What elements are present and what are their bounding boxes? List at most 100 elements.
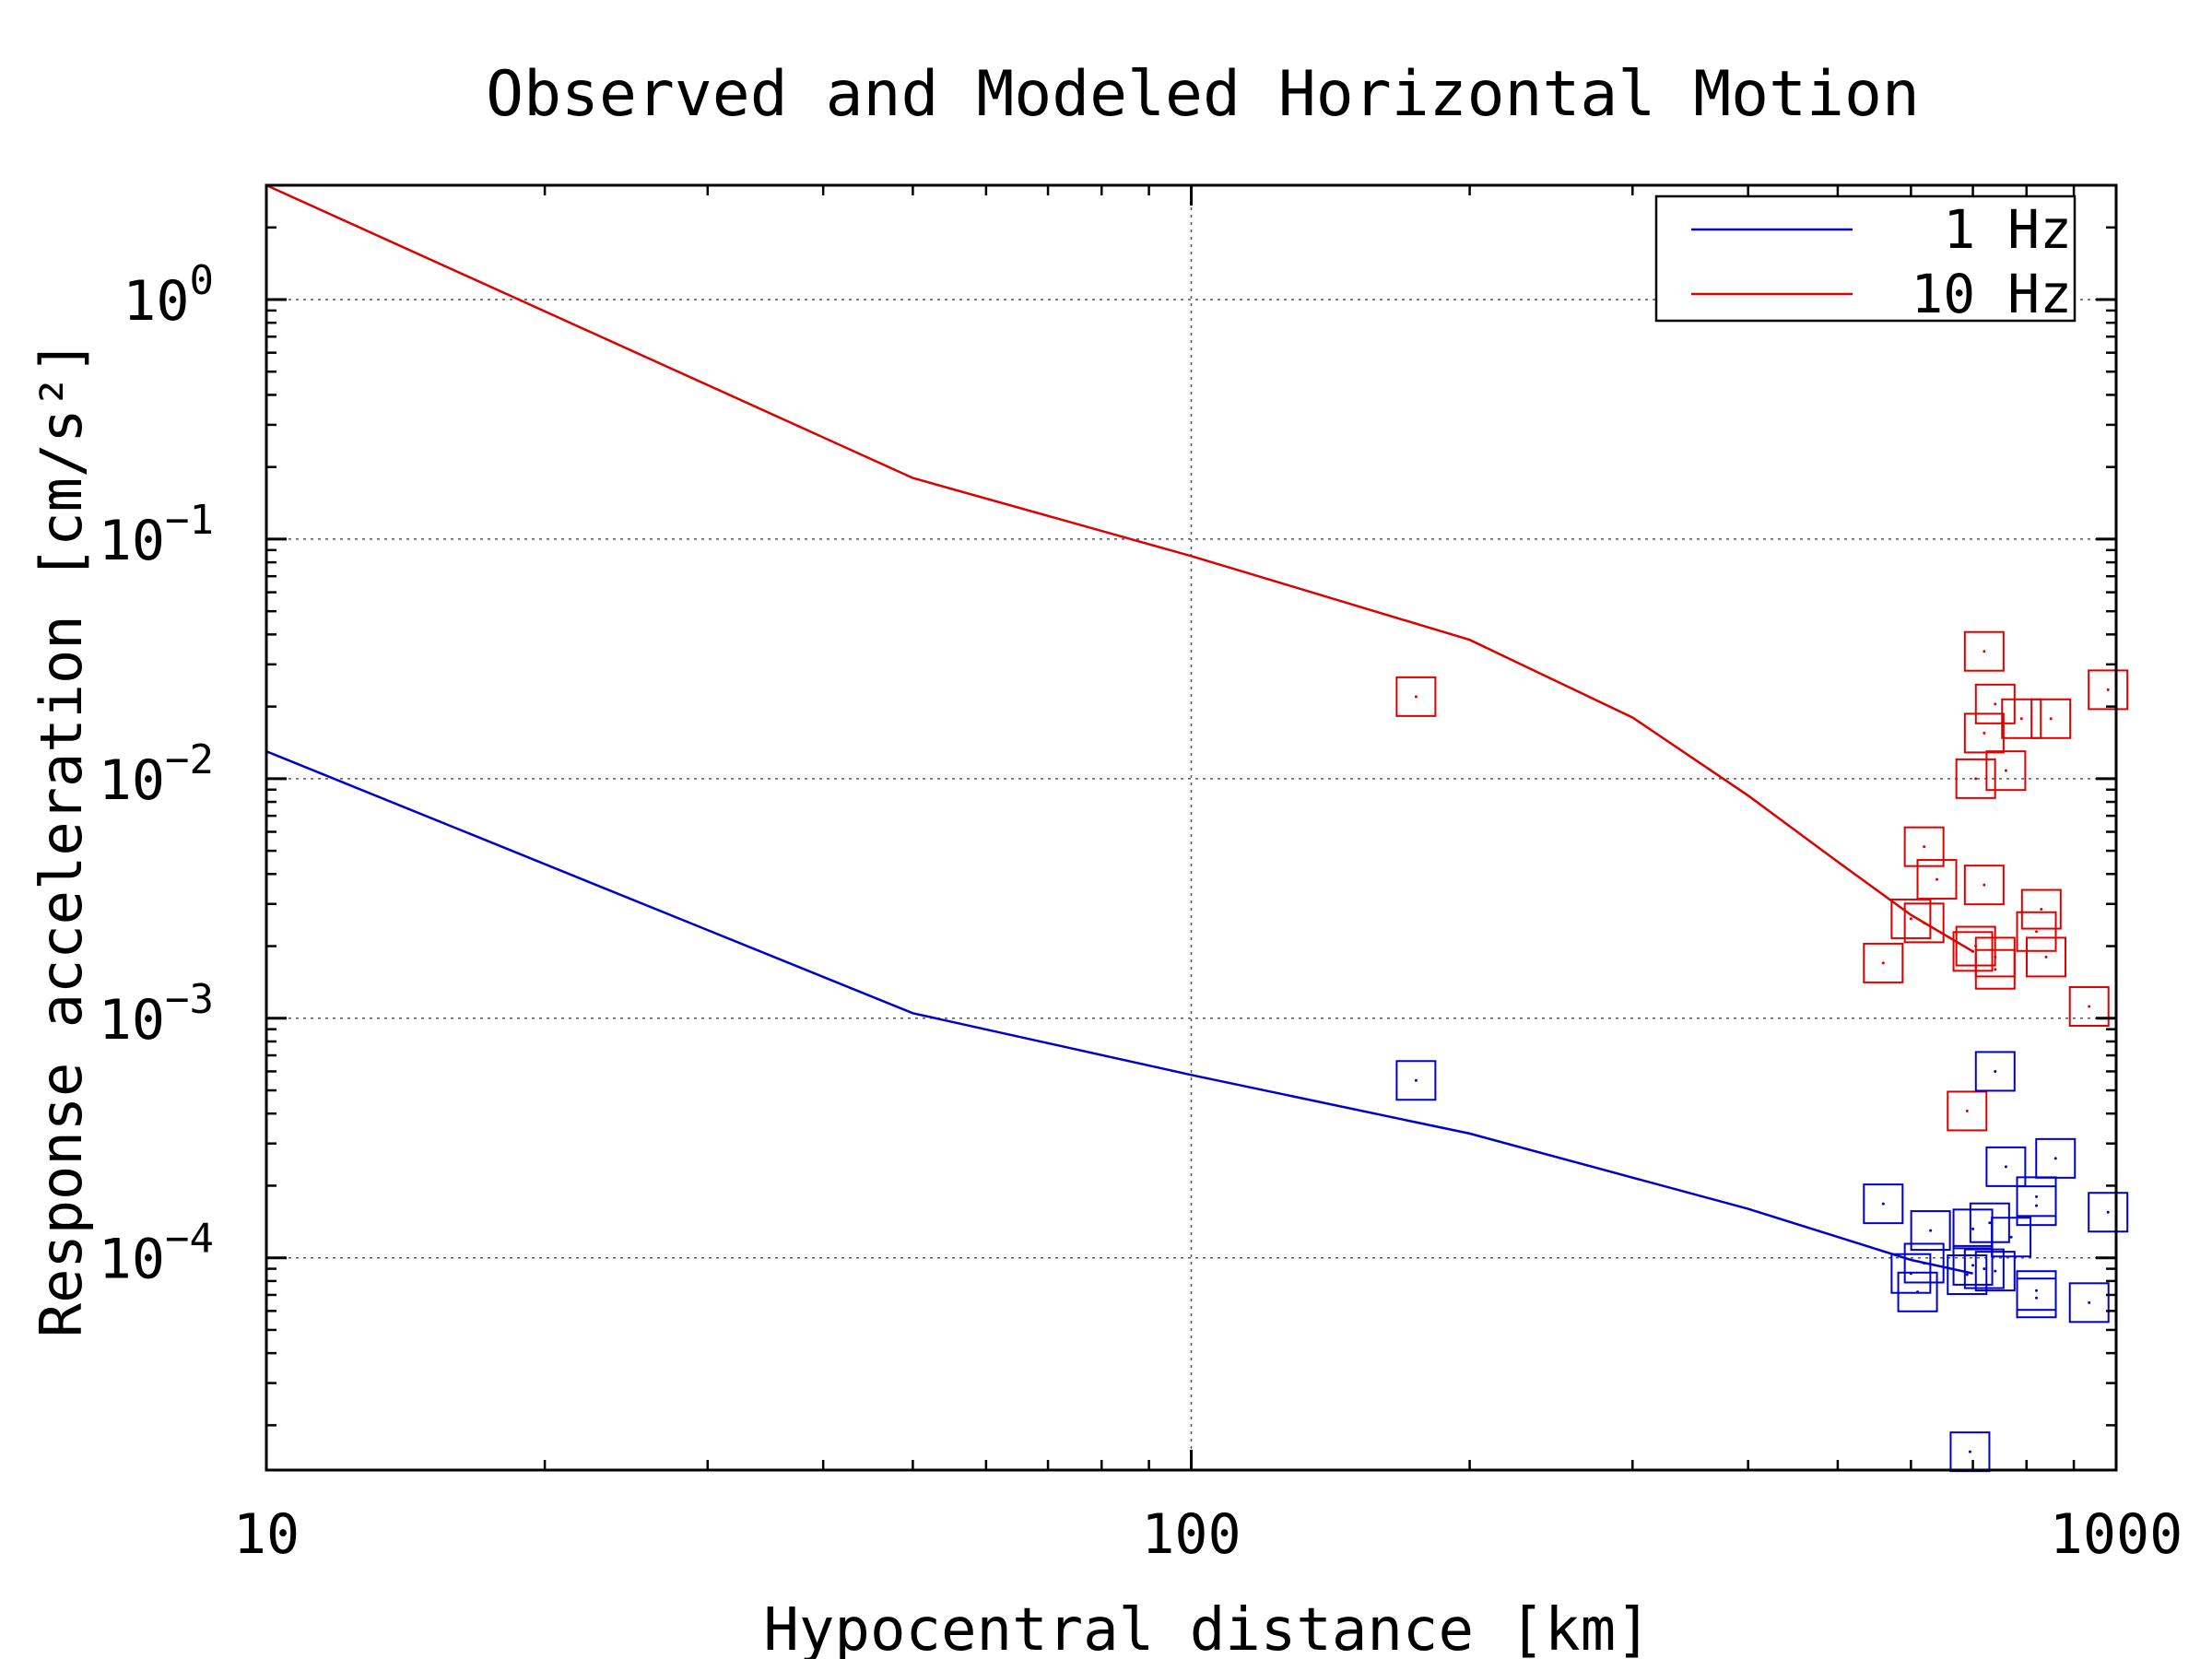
- y-tick-label: 10−3: [99, 976, 214, 1053]
- data-point: [1952, 1244, 1994, 1286]
- x-tick-label: 1000: [2050, 1502, 2183, 1567]
- data-point-dot: [1994, 1069, 1997, 1073]
- data-point: [1916, 859, 1958, 900]
- data-point: [1952, 931, 1994, 972]
- chart-title: Observed and Modeled Horizontal Motion: [486, 58, 1920, 131]
- data-point: [1903, 902, 1945, 944]
- data-point-dot: [2040, 908, 2043, 912]
- x-axis-label: Hypocentral distance [km]: [763, 1596, 1651, 1659]
- data-point-dot: [1881, 961, 1885, 965]
- data-point-dot: [2004, 1165, 2007, 1169]
- data-point: [2030, 698, 2072, 739]
- data-point: [2088, 669, 2129, 711]
- data-point-dot: [2019, 717, 2023, 721]
- data-point: [2068, 1282, 2110, 1324]
- data-point-dot: [1983, 1267, 1986, 1271]
- legend-label: 10 Hz: [1911, 263, 2072, 325]
- y-tick-base: 10: [99, 988, 165, 1053]
- data-point: [2016, 911, 2057, 952]
- data-point-dot: [1923, 845, 1926, 849]
- data-point-dot: [1983, 731, 1986, 735]
- data-point: [1863, 1183, 1904, 1225]
- y-tick-exponent: −2: [165, 736, 214, 783]
- data-point-dot: [1916, 1290, 1920, 1294]
- data-point: [2001, 698, 2042, 739]
- data-point: [1963, 865, 2005, 906]
- data-point-dot: [1994, 968, 1997, 971]
- data-point: [1974, 683, 2016, 724]
- y-tick-label: 100: [123, 257, 214, 334]
- data-point-dot: [1929, 1229, 1933, 1232]
- data-point-dot: [2035, 1296, 2039, 1300]
- legend-label: 1 Hz: [1943, 198, 2072, 261]
- data-point: [1969, 1202, 2010, 1243]
- y-tick-label: 10−1: [99, 497, 214, 573]
- data-point: [1910, 1210, 1951, 1252]
- y-tick-base: 10: [99, 1228, 165, 1292]
- data-point-dot: [1983, 650, 1986, 653]
- data-point: [1955, 758, 1996, 799]
- y-tick-base: 10: [123, 269, 189, 334]
- data-point: [2016, 1185, 2057, 1227]
- data-point-dot: [1881, 1202, 1885, 1206]
- data-point-dot: [1974, 777, 1978, 781]
- data-point-dot: [1965, 1273, 1969, 1277]
- x-tick-label: 10: [233, 1502, 300, 1567]
- series-line: [265, 750, 1973, 1275]
- data-point-dot: [1414, 1078, 1418, 1082]
- data-point: [1947, 1090, 1988, 1132]
- data-point-dot: [2035, 1204, 2039, 1207]
- data-point-dot: [1414, 695, 1418, 699]
- series-line: [265, 183, 1974, 953]
- data-point: [1963, 712, 2005, 754]
- data-point-dot: [1994, 702, 1997, 706]
- data-point: [1963, 630, 2005, 672]
- data-point: [2026, 936, 2067, 978]
- data-point-dot: [1965, 1109, 1969, 1112]
- data-point-dot: [1988, 1221, 1992, 1225]
- data-point-dot: [2106, 1210, 2110, 1214]
- data-point: [1963, 1248, 2005, 1289]
- y-tick-label: 10−4: [99, 1216, 214, 1292]
- data-point: [2016, 1277, 2057, 1319]
- legend-box: [1654, 194, 2077, 323]
- data-point: [1903, 1242, 1945, 1284]
- data-point-dot: [2049, 717, 2053, 721]
- y-tick-label: 10−2: [99, 736, 214, 813]
- y-tick-exponent: −4: [165, 1216, 214, 1263]
- data-point: [1395, 1060, 1437, 1101]
- data-point: [2020, 888, 2062, 930]
- y-tick-base: 10: [99, 509, 165, 573]
- data-point-dot: [1983, 883, 1986, 887]
- data-point-dot: [1936, 877, 1939, 881]
- data-point-dot: [1971, 1264, 1975, 1267]
- data-point: [1890, 898, 1932, 939]
- data-point-dot: [1994, 1269, 1997, 1273]
- plot-area: [265, 183, 2129, 1473]
- data-point-dot: [2106, 688, 2110, 691]
- y-tick-exponent: −3: [165, 976, 214, 1023]
- data-point: [1897, 1271, 1938, 1312]
- y-tick-exponent: −1: [165, 497, 214, 544]
- data-point-dot: [2035, 1194, 2039, 1198]
- data-point: [2068, 985, 2110, 1027]
- data-point-dot: [2035, 1288, 2039, 1292]
- data-point-dot: [1971, 949, 1975, 953]
- data-point: [1952, 1208, 1994, 1250]
- data-point-dot: [2035, 930, 2039, 934]
- data-point: [1903, 826, 1945, 867]
- data-point: [1863, 942, 1904, 983]
- data-point-dot: [2053, 1157, 2057, 1160]
- data-point-dot: [2088, 1005, 2091, 1008]
- data-point: [1974, 948, 2016, 990]
- data-point-dot: [2004, 769, 2007, 772]
- data-point: [1985, 750, 2027, 792]
- x-tick-label: 100: [1141, 1502, 1241, 1567]
- data-point: [1974, 1051, 2016, 1092]
- data-point-dot: [2009, 1235, 2013, 1239]
- data-point-dot: [2044, 955, 2048, 959]
- y-tick-base: 10: [99, 748, 165, 813]
